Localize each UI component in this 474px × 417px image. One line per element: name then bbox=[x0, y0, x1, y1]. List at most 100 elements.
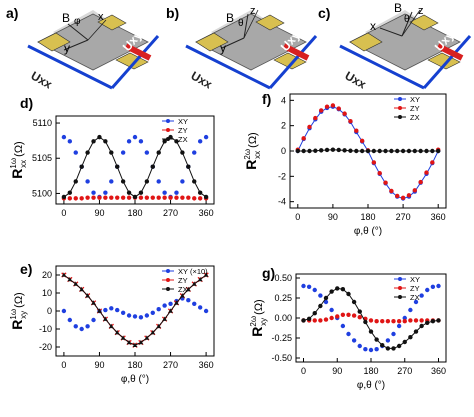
y-tick-label: -0.50 bbox=[271, 353, 292, 363]
data-point bbox=[391, 346, 396, 351]
data-point bbox=[413, 318, 419, 323]
data-point bbox=[168, 195, 173, 200]
data-point bbox=[132, 134, 138, 140]
contact-pad bbox=[97, 14, 127, 31]
data-point bbox=[162, 303, 167, 308]
legend-swatch bbox=[398, 97, 402, 101]
data-point bbox=[126, 313, 132, 318]
x-tick-label: 180 bbox=[360, 212, 375, 222]
data-point bbox=[144, 179, 150, 184]
contact-pad bbox=[115, 52, 149, 70]
x-tick-label: 0 bbox=[295, 212, 300, 222]
current-arrow bbox=[124, 43, 152, 61]
data-point bbox=[186, 164, 191, 169]
data-point bbox=[346, 312, 351, 317]
data-point bbox=[368, 347, 374, 353]
plot-frame bbox=[55, 115, 215, 205]
device-c-voltage-long-label: Uxx bbox=[343, 68, 369, 91]
data-point bbox=[418, 179, 423, 185]
data-point bbox=[109, 150, 114, 155]
data-point bbox=[354, 128, 359, 133]
data-point bbox=[203, 134, 209, 140]
axis-line bbox=[243, 9, 259, 39]
data-point bbox=[115, 164, 120, 169]
y-tick-label: -10 bbox=[39, 324, 52, 334]
data-point bbox=[138, 339, 144, 345]
data-point bbox=[301, 283, 306, 289]
data-point bbox=[412, 148, 417, 154]
data-point bbox=[385, 346, 391, 351]
chart-e: e) 0 90 180 270 360 -20 -10 0 10 20 φ,θ (°) R1ωxy (Ω… bbox=[9, 261, 215, 385]
data-point bbox=[144, 313, 150, 318]
data-point bbox=[400, 195, 406, 201]
data-point bbox=[114, 330, 120, 335]
data-point bbox=[197, 276, 203, 282]
contact-pad bbox=[255, 14, 285, 31]
data-point bbox=[363, 319, 368, 325]
data-point bbox=[419, 318, 424, 323]
device-panel-c bbox=[339, 9, 472, 90]
data-point bbox=[180, 293, 185, 298]
legend-label: XY bbox=[178, 117, 188, 126]
data-point bbox=[180, 179, 185, 184]
data-point bbox=[91, 195, 96, 200]
legend-label: XY (×10) bbox=[178, 267, 208, 276]
y-tick-label: 10 bbox=[42, 288, 52, 298]
data-point bbox=[359, 148, 365, 154]
data-point bbox=[97, 308, 102, 313]
data-point bbox=[380, 319, 385, 324]
data-point bbox=[336, 106, 341, 111]
device-body bbox=[349, 13, 461, 71]
device-a-axis-y: y bbox=[64, 41, 70, 55]
data-point bbox=[73, 179, 78, 184]
device-b-axis-b: B bbox=[226, 11, 234, 25]
contact-pad bbox=[409, 14, 439, 31]
legend-swatch bbox=[166, 119, 170, 123]
contact-pad bbox=[195, 32, 229, 52]
data-point bbox=[357, 315, 362, 320]
data-point bbox=[61, 134, 67, 140]
legend-label: ZX bbox=[410, 113, 420, 122]
y-tick-label: -2 bbox=[278, 171, 286, 181]
voltage-arrow-uxy bbox=[268, 35, 318, 89]
data-point bbox=[348, 119, 353, 124]
field-vector bbox=[401, 11, 413, 37]
data-point bbox=[368, 318, 374, 323]
x-axis-label: φ,θ (°) bbox=[357, 380, 385, 391]
data-point bbox=[313, 148, 318, 153]
data-point bbox=[348, 148, 353, 153]
data-point bbox=[120, 150, 126, 155]
data-point bbox=[115, 307, 120, 313]
data-point bbox=[132, 342, 138, 347]
data-point bbox=[395, 148, 400, 154]
data-point bbox=[413, 329, 419, 334]
data-point bbox=[419, 293, 424, 298]
data-point bbox=[120, 310, 126, 315]
device-c-axis-angle: θ bbox=[404, 14, 410, 25]
data-point bbox=[380, 343, 385, 348]
data-point bbox=[374, 337, 379, 342]
data-point bbox=[301, 148, 306, 154]
device-a-axis-angle: φ bbox=[74, 16, 81, 27]
data-point bbox=[97, 195, 102, 200]
x-tick-label: 0 bbox=[61, 208, 66, 218]
data-point bbox=[150, 310, 155, 315]
data-point bbox=[396, 323, 402, 329]
data-point bbox=[419, 323, 424, 329]
data-point bbox=[109, 179, 114, 184]
x-tick-label: 90 bbox=[332, 366, 342, 376]
data-point bbox=[318, 293, 323, 298]
y-tick-label: -20 bbox=[39, 342, 52, 352]
x-tick-label: 270 bbox=[396, 212, 411, 222]
data-point bbox=[126, 339, 132, 345]
data-point bbox=[174, 139, 179, 144]
x-tick-label: 270 bbox=[163, 360, 178, 370]
data-point bbox=[351, 338, 357, 343]
data-point bbox=[91, 300, 96, 305]
data-point bbox=[413, 299, 419, 305]
device-body bbox=[37, 13, 149, 71]
legend-swatch bbox=[166, 269, 170, 273]
data-point bbox=[156, 323, 161, 329]
